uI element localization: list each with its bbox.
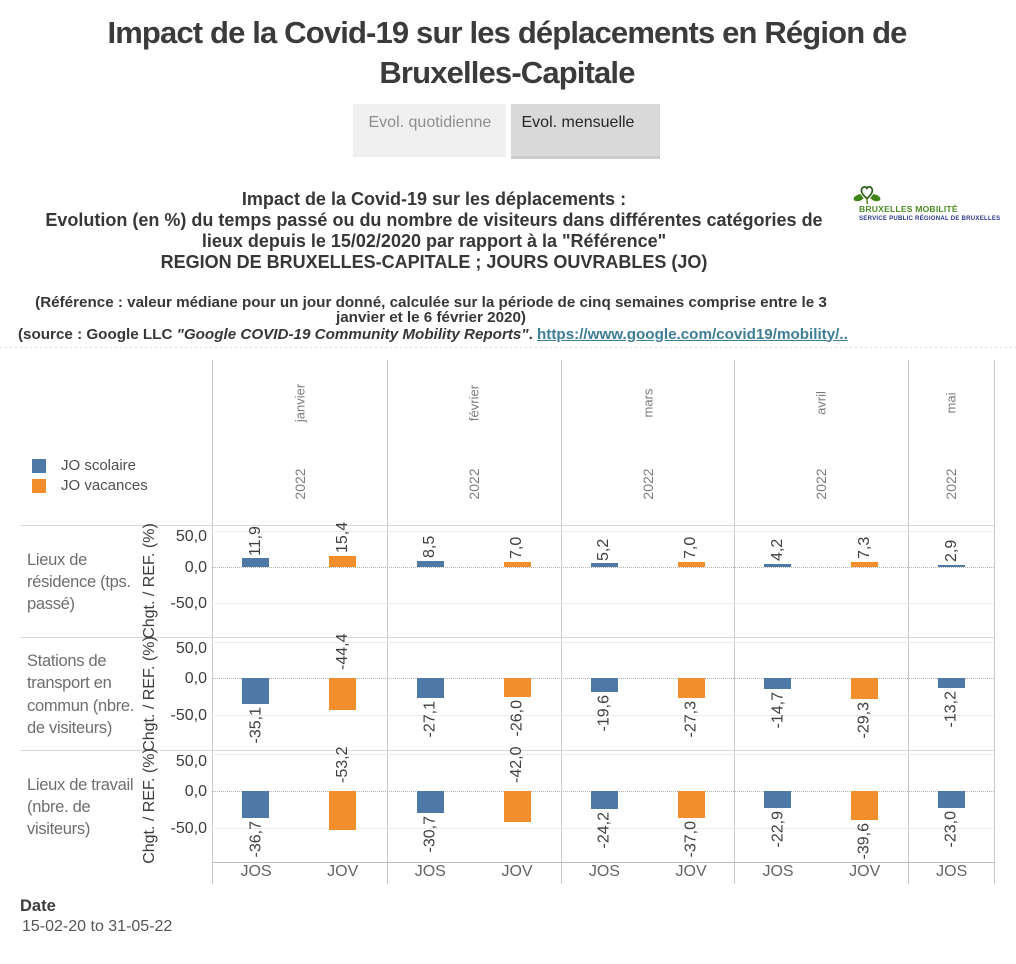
svg-text:SERVICE PUBLIC RÉGIONAL DE BRU: SERVICE PUBLIC RÉGIONAL DE BRUXELLES <box>859 214 1000 222</box>
svg-text:BRUXELLES MOBILITÉ: BRUXELLES MOBILITÉ <box>859 204 958 214</box>
